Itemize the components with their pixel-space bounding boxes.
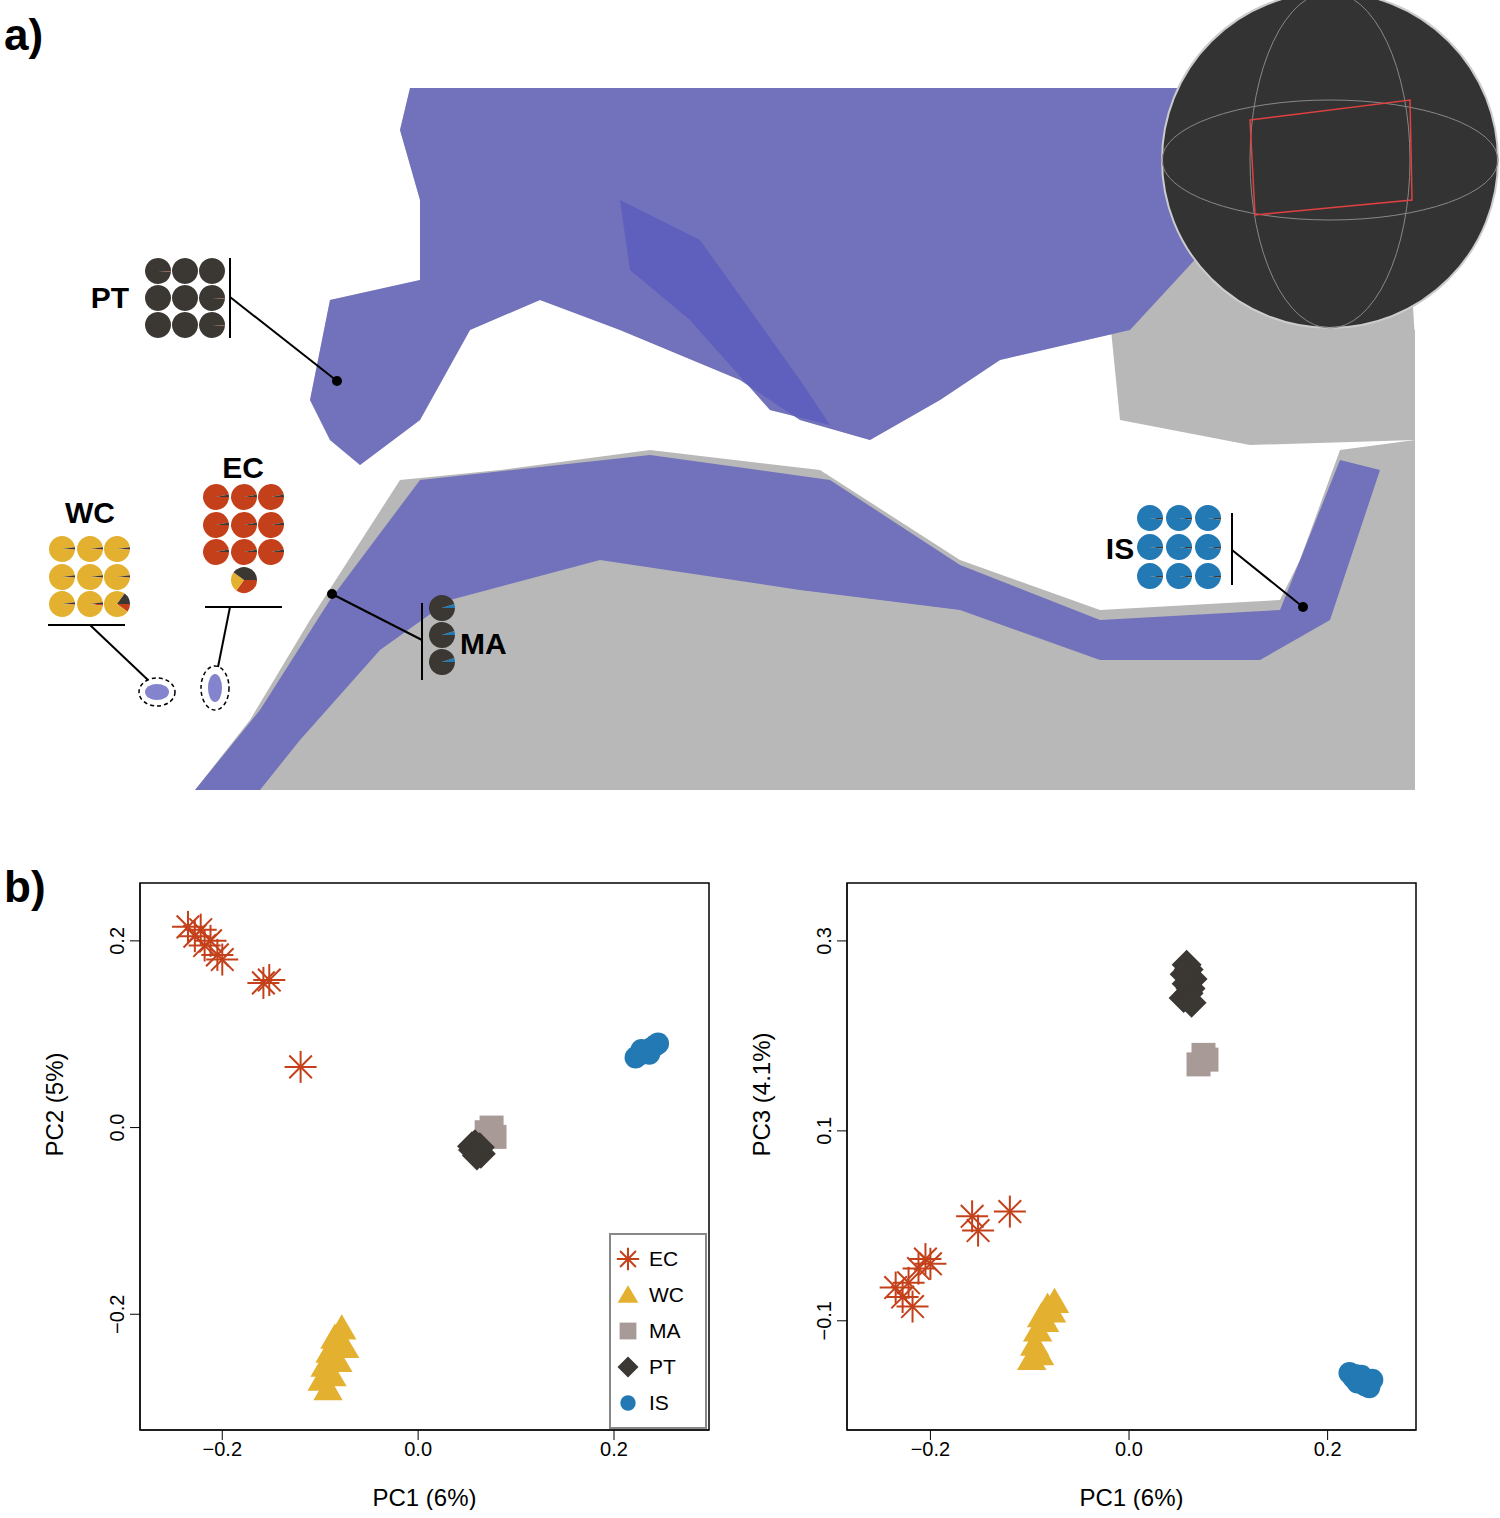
svg-text:−0.2: −0.2 [911, 1438, 950, 1460]
svg-text:MA: MA [460, 627, 507, 660]
html-text:IS: IS [649, 1391, 669, 1414]
svg-text:PC1 (6%): PC1 (6%) [372, 1484, 476, 1510]
html-text:PT: PT [649, 1355, 676, 1378]
html-text:MA: MA [649, 1319, 681, 1342]
svg-text:0.0: 0.0 [1115, 1438, 1143, 1460]
svg-text:0.0: 0.0 [404, 1438, 432, 1460]
html-text:b): b) [4, 862, 46, 911]
svg-text:−0.2: −0.2 [106, 1295, 128, 1334]
svg-text:0.2: 0.2 [600, 1438, 628, 1460]
svg-text:0.0: 0.0 [106, 1114, 128, 1142]
svg-text:EC: EC [222, 451, 264, 484]
html-text:a): a) [4, 10, 44, 59]
svg-text:0.1: 0.1 [813, 1117, 835, 1145]
svg-text:PC2 (5%): PC2 (5%) [41, 1052, 68, 1156]
svg-text:0.2: 0.2 [1314, 1438, 1342, 1460]
svg-text:−0.1: −0.1 [813, 1301, 835, 1340]
svg-text:PT: PT [91, 281, 129, 314]
svg-text:PC1 (6%): PC1 (6%) [1079, 1484, 1183, 1510]
svg-text:0.2: 0.2 [106, 927, 128, 955]
svg-text:0.3: 0.3 [813, 927, 835, 955]
svg-text:WC: WC [65, 496, 115, 529]
svg-text:IS: IS [1106, 532, 1134, 565]
svg-text:−0.2: −0.2 [203, 1438, 242, 1460]
svg-text:PC3 (4.1%): PC3 (4.1%) [748, 1032, 775, 1156]
html-text:WC: WC [649, 1283, 684, 1306]
html-text:EC: EC [649, 1247, 679, 1270]
